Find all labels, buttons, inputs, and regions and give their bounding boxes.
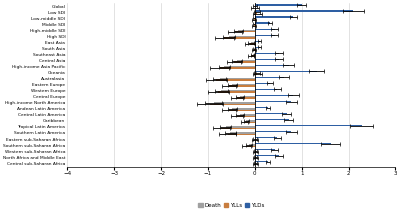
Bar: [255, 13, 257, 14]
Bar: [224, 37, 255, 39]
Bar: [255, 22, 270, 24]
Bar: [255, 83, 270, 84]
Bar: [255, 143, 331, 144]
Bar: [255, 53, 279, 54]
Bar: [255, 152, 256, 153]
Bar: [240, 114, 255, 116]
Bar: [240, 96, 255, 97]
Bar: [246, 120, 255, 122]
Bar: [228, 134, 255, 135]
Bar: [255, 47, 260, 48]
Bar: [255, 16, 293, 18]
Bar: [255, 161, 268, 162]
Bar: [251, 42, 255, 43]
Bar: [255, 113, 287, 114]
Bar: [255, 156, 256, 158]
Bar: [255, 149, 274, 150]
Bar: [214, 102, 255, 103]
Bar: [251, 55, 255, 57]
Bar: [254, 18, 255, 19]
Bar: [255, 4, 302, 6]
Bar: [255, 164, 256, 165]
Bar: [220, 67, 255, 69]
Bar: [255, 155, 279, 156]
Bar: [255, 89, 277, 90]
Bar: [255, 125, 362, 126]
Bar: [254, 48, 255, 49]
Bar: [210, 103, 255, 105]
Bar: [255, 34, 274, 36]
Bar: [229, 85, 255, 87]
Bar: [255, 119, 289, 120]
Bar: [221, 90, 255, 91]
Bar: [255, 12, 257, 13]
Bar: [250, 43, 255, 45]
Bar: [255, 72, 257, 73]
Bar: [237, 60, 255, 61]
Bar: [246, 146, 255, 147]
Bar: [220, 78, 255, 79]
Bar: [234, 61, 255, 63]
Bar: [237, 97, 255, 99]
Bar: [230, 132, 255, 134]
Bar: [218, 91, 255, 93]
Bar: [229, 36, 255, 37]
Bar: [249, 144, 255, 146]
Bar: [255, 131, 292, 132]
Bar: [244, 122, 255, 123]
Bar: [237, 116, 255, 117]
Bar: [224, 66, 255, 67]
Bar: [232, 84, 255, 85]
Bar: [254, 49, 255, 51]
Bar: [252, 54, 255, 55]
Bar: [255, 77, 284, 78]
Bar: [255, 28, 274, 30]
Bar: [254, 19, 255, 20]
Bar: [255, 137, 277, 138]
Bar: [255, 95, 293, 96]
Bar: [255, 107, 268, 108]
Bar: [238, 30, 255, 31]
Bar: [255, 41, 260, 42]
Bar: [216, 79, 255, 81]
Bar: [255, 150, 256, 152]
Bar: [221, 128, 255, 129]
Bar: [255, 11, 353, 12]
Bar: [255, 101, 292, 102]
Bar: [255, 59, 279, 60]
Bar: [255, 158, 256, 159]
Bar: [226, 126, 255, 128]
Bar: [232, 108, 255, 110]
Bar: [235, 31, 255, 32]
Bar: [255, 71, 317, 72]
Bar: [255, 65, 289, 66]
Bar: [254, 25, 255, 26]
Bar: [255, 73, 257, 75]
Bar: [254, 24, 255, 25]
Legend: Death, YLLs, YLDs: Death, YLLs, YLDs: [196, 200, 267, 210]
Bar: [255, 162, 256, 164]
Bar: [229, 110, 255, 111]
